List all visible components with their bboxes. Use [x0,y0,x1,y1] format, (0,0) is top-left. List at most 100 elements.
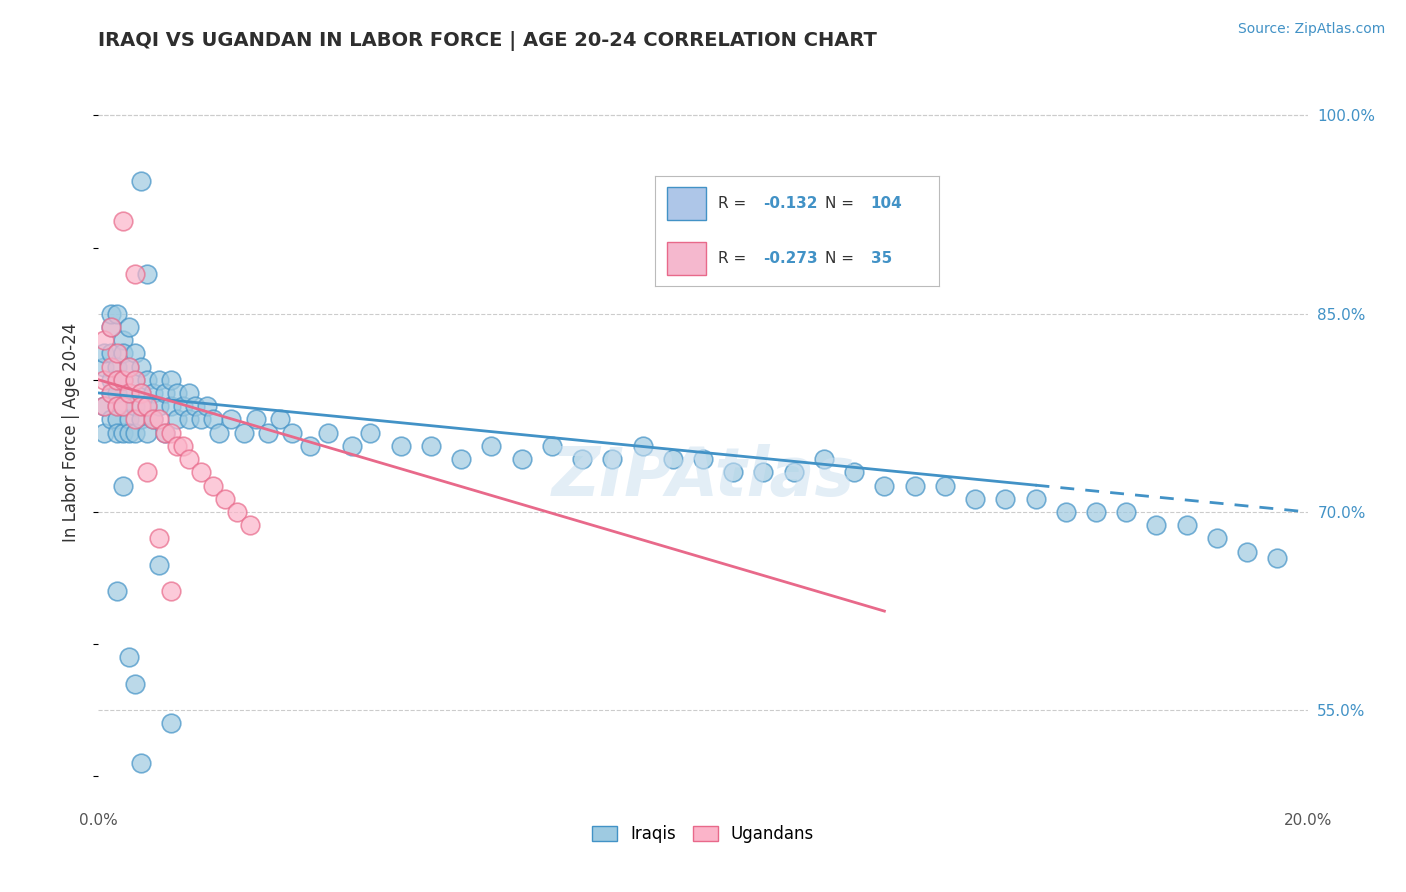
Point [124,267,146,281]
Point [129,386,152,401]
Point [142,412,165,426]
Point [281,425,304,440]
Point [934,478,956,492]
Point [256,425,278,440]
Point [105,399,128,413]
Point [148,399,170,413]
Legend: Iraqis, Ugandans: Iraqis, Ugandans [585,819,821,850]
FancyBboxPatch shape [666,186,706,219]
Point [1085,505,1108,519]
Text: N =: N = [825,251,859,266]
Point [111,425,134,440]
Point [783,465,806,479]
Point [994,491,1017,506]
Point [420,439,443,453]
Point [118,359,141,374]
Text: -0.273: -0.273 [763,251,817,266]
Point [571,452,593,467]
Point [105,373,128,387]
Point [179,386,201,401]
Point [124,677,146,691]
Text: ZIPAtlas: ZIPAtlas [551,444,855,510]
Point [111,333,134,347]
Point [160,425,183,440]
Point [202,412,225,426]
Point [153,425,176,440]
Point [135,267,157,281]
Point [105,359,128,374]
Point [1024,491,1046,506]
Point [172,399,194,413]
Point [160,373,183,387]
Point [214,491,236,506]
Point [153,386,176,401]
Point [342,439,364,453]
Point [129,412,152,426]
Point [239,518,262,533]
Point [105,307,128,321]
Point [1054,505,1077,519]
Point [105,412,128,426]
Text: R =: R = [717,195,751,211]
Point [105,346,128,360]
Text: IRAQI VS UGANDAN IN LABOR FORCE | AGE 20-24 CORRELATION CHART: IRAQI VS UGANDAN IN LABOR FORCE | AGE 20… [98,30,877,51]
Point [118,386,141,401]
Text: N =: N = [825,195,859,211]
Point [190,465,212,479]
Point [142,386,165,401]
Point [873,478,896,492]
Point [135,373,157,387]
Point [118,386,141,401]
Point [208,425,231,440]
Point [100,307,122,321]
FancyBboxPatch shape [666,242,706,275]
Point [148,558,170,572]
Point [166,439,188,453]
Point [160,716,183,731]
Point [100,346,122,360]
Point [129,174,152,188]
Point [723,465,745,479]
Point [105,386,128,401]
Point [129,386,152,401]
Point [269,412,291,426]
Point [100,359,122,374]
Point [904,478,927,492]
Point [129,756,152,771]
Point [142,412,165,426]
Point [1206,532,1229,546]
Point [118,650,141,665]
Point [93,425,115,440]
Point [481,439,503,453]
Point [135,399,157,413]
Point [93,373,115,387]
Point [93,333,115,347]
Point [135,399,157,413]
Point [631,439,654,453]
Text: R =: R = [717,251,751,266]
Point [124,373,146,387]
Text: Source: ZipAtlas.com: Source: ZipAtlas.com [1237,22,1385,37]
Point [245,412,267,426]
Point [105,373,128,387]
Point [105,584,128,599]
Point [299,439,322,453]
Text: -0.132: -0.132 [763,195,817,211]
Point [752,465,775,479]
Point [100,386,122,401]
Point [172,439,194,453]
Point [100,386,122,401]
Point [190,412,212,426]
Point [226,505,249,519]
Point [124,412,146,426]
Point [195,399,218,413]
Point [1115,505,1137,519]
Point [540,439,562,453]
Point [148,532,170,546]
Point [118,412,141,426]
Point [129,399,152,413]
Point [160,584,183,599]
Point [232,425,254,440]
Point [124,425,146,440]
Point [100,319,122,334]
